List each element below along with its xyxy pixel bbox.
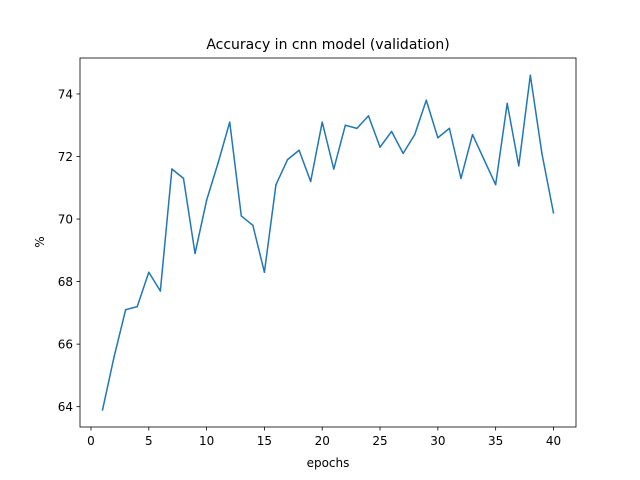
chart-title: Accuracy in cnn model (validation): [206, 37, 449, 53]
data-point: [506, 102, 508, 105]
data-point: [471, 133, 474, 136]
data-point: [379, 146, 381, 148]
data-point: [333, 168, 335, 170]
data-point: [494, 183, 497, 186]
validation-accuracy-line: [101, 74, 555, 411]
y-tick-label: 72: [58, 150, 73, 164]
data-point: [448, 127, 451, 130]
data-point: [286, 158, 289, 161]
x-tick-label: 40: [546, 434, 561, 448]
data-point: [228, 121, 231, 123]
data-point: [483, 158, 485, 161]
data-point: [252, 224, 254, 227]
data-point: [101, 409, 104, 411]
data-point: [541, 152, 543, 155]
y-tick-label: 68: [58, 275, 73, 289]
data-point: [344, 124, 347, 126]
data-point: [240, 215, 243, 217]
data-point: [217, 162, 219, 164]
data-point: [113, 355, 115, 358]
x-tick-label: 20: [315, 434, 330, 448]
data-point: [159, 290, 162, 292]
y-tick-label: 74: [58, 87, 73, 101]
x-axis-label: epochs: [307, 456, 350, 470]
x-tick-label: 5: [145, 434, 153, 448]
data-point: [275, 183, 277, 186]
y-axis-ticks: 64 66 68 70 72 74: [58, 87, 80, 414]
plot-area-background: [80, 58, 576, 427]
data-point: [309, 180, 312, 183]
data-point: [552, 212, 555, 214]
y-tick-label: 64: [58, 400, 73, 414]
data-point: [263, 271, 266, 273]
x-tick-label: 35: [488, 434, 503, 448]
x-tick-label: 15: [257, 434, 272, 448]
data-point: [124, 308, 127, 311]
data-point: [413, 133, 416, 136]
x-axis-ticks: 0 5 10 15 20 25 30 35 40: [87, 427, 561, 448]
plot-frame: [79, 57, 577, 428]
data-point: [205, 199, 208, 202]
y-tick-label: 66: [58, 338, 73, 352]
data-point: [321, 121, 323, 123]
x-tick-label: 10: [199, 434, 214, 448]
data-point: [529, 74, 532, 76]
x-tick-label: 0: [87, 434, 95, 448]
data-point: [437, 136, 439, 139]
data-point: [518, 165, 520, 167]
x-tick-label: 30: [430, 434, 445, 448]
data-point: [460, 177, 462, 180]
data-point: [298, 149, 300, 151]
data-points: [101, 74, 555, 411]
y-tick-label: 70: [58, 213, 73, 227]
data-point: [402, 152, 404, 155]
data-point: [136, 305, 138, 308]
data-point: [425, 99, 428, 101]
data-point: [194, 252, 196, 255]
data-point: [171, 168, 173, 170]
data-point: [356, 127, 358, 130]
data-point: [390, 130, 393, 133]
data-point: [367, 115, 370, 117]
data-point: [148, 271, 150, 273]
x-tick-label: 25: [372, 434, 387, 448]
y-axis-label: %: [33, 236, 47, 247]
data-point: [182, 177, 185, 180]
